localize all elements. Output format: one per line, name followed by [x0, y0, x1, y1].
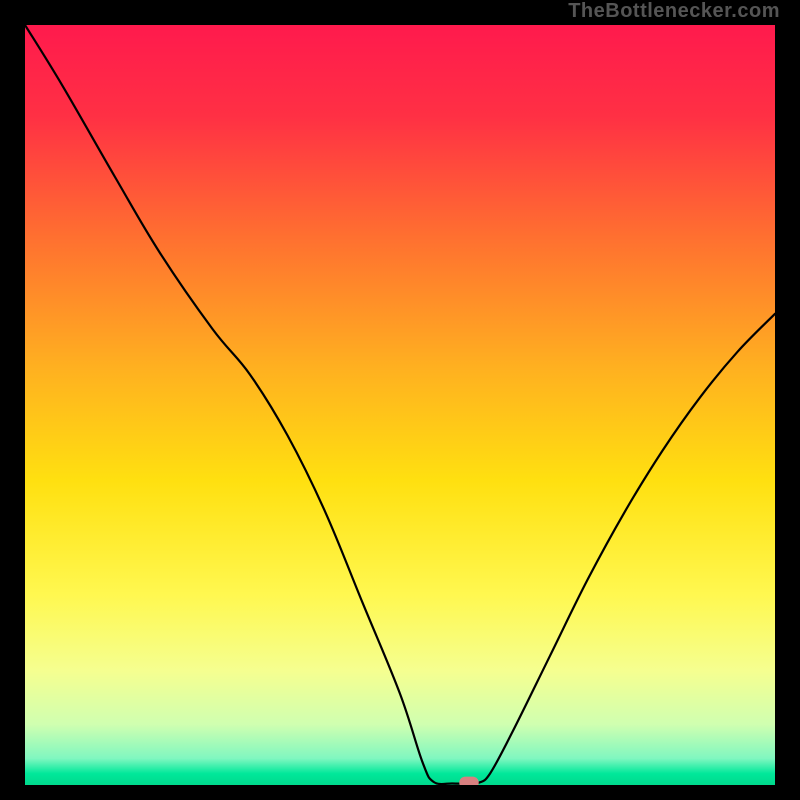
watermark-text: TheBottlenecker.com	[568, 0, 780, 23]
gradient-background	[25, 25, 775, 785]
chart-frame: TheBottlenecker.com	[0, 0, 800, 800]
plot-svg	[25, 25, 775, 785]
plot-area	[25, 25, 775, 785]
optimal-marker	[459, 777, 479, 785]
